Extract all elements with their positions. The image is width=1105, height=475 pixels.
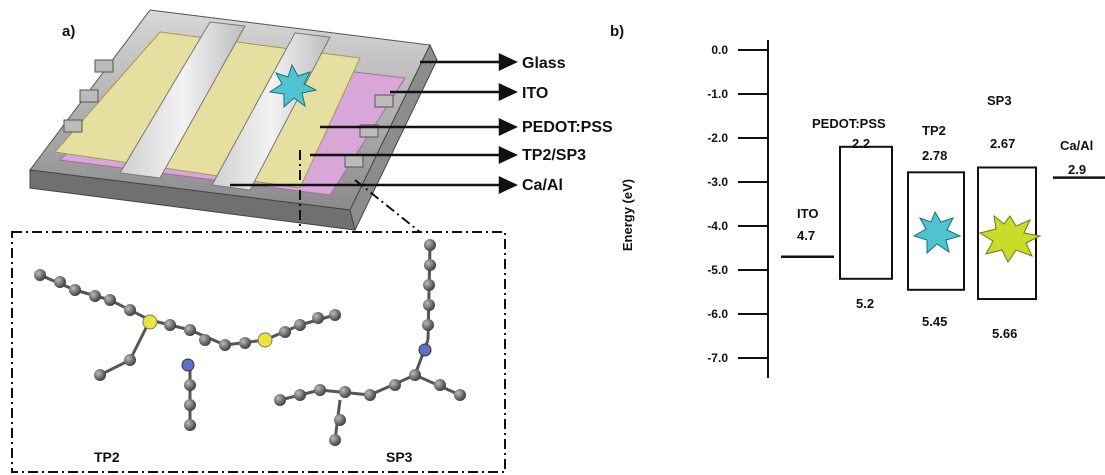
- sp3-molecule: [274, 239, 466, 446]
- tp2-lower-label: 5.45: [922, 314, 947, 329]
- sp3-molecule-label: SP3: [386, 449, 413, 465]
- panel-a-label: a): [62, 23, 75, 40]
- y-tick-label: -7.0: [707, 351, 728, 365]
- y-tick-label: 0.0: [711, 43, 728, 57]
- y-tick-label: -2.0: [707, 131, 728, 145]
- sp3-emission-star-icon: [978, 214, 1042, 263]
- pedot-lower-label: 5.2: [856, 296, 874, 311]
- energy-ticks: 0.0 -1.0 -2.0 -3.0 -4.0 -5.0 -6.0 -7.0: [707, 43, 768, 365]
- layer-label-glass: Glass: [522, 55, 566, 72]
- y-tick-label: -1.0: [707, 87, 728, 101]
- tp2-molecule-label: TP2: [94, 449, 120, 465]
- layer-label-pedot: PEDOT:PSS: [522, 119, 613, 136]
- panel-b-label: b): [610, 23, 624, 40]
- layer-arrows: [230, 53, 518, 194]
- y-tick-label: -5.0: [707, 263, 728, 277]
- ito-name-label: ITO: [797, 206, 818, 221]
- y-tick-label: -4.0: [707, 219, 728, 233]
- tp2-emission-star-icon: [912, 210, 962, 255]
- y-tick-label: -6.0: [707, 307, 728, 321]
- pedot-band-box: [839, 145, 893, 280]
- y-tick-label: -3.0: [707, 175, 728, 189]
- pedot-name-label: PEDOT:PSS: [812, 116, 886, 131]
- layer-label-tp2-sp3: TP2/SP3: [522, 147, 586, 164]
- pedot-upper-label: 2.2: [852, 136, 870, 151]
- sp3-lower-label: 5.66: [992, 326, 1017, 341]
- tp2-molecule: [34, 269, 341, 431]
- tp2-name-label: TP2: [922, 123, 946, 138]
- layer-label-ca-al: Ca/Al: [522, 177, 563, 194]
- sp3-upper-label: 2.67: [990, 136, 1015, 151]
- sp3-name-label: SP3: [987, 93, 1012, 108]
- ca-al-name-label: Ca/Al: [1060, 138, 1093, 153]
- tp2-upper-label: 2.78: [922, 148, 947, 163]
- emission-star-icon: [268, 63, 318, 109]
- molecule-inset-frame: [11, 150, 506, 473]
- layer-label-ito: ITO: [522, 85, 548, 102]
- ito-value-label: 4.7: [797, 228, 815, 243]
- ca-al-value-label: 2.9: [1068, 162, 1086, 177]
- y-axis-title: Energy (eV): [620, 179, 635, 251]
